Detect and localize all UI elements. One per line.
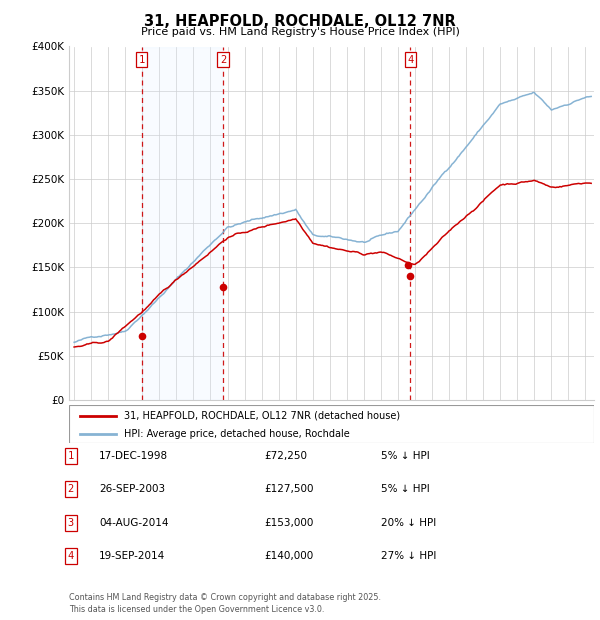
Text: 4: 4: [407, 55, 413, 64]
Text: 31, HEAPFOLD, ROCHDALE, OL12 7NR: 31, HEAPFOLD, ROCHDALE, OL12 7NR: [144, 14, 456, 29]
Text: 27% ↓ HPI: 27% ↓ HPI: [381, 551, 436, 561]
Text: HPI: Average price, detached house, Rochdale: HPI: Average price, detached house, Roch…: [124, 428, 350, 439]
Text: 20% ↓ HPI: 20% ↓ HPI: [381, 518, 436, 528]
Text: 04-AUG-2014: 04-AUG-2014: [99, 518, 169, 528]
Text: 2: 2: [68, 484, 74, 494]
Text: 5% ↓ HPI: 5% ↓ HPI: [381, 484, 430, 494]
Bar: [142, 46, 223, 400]
Text: £140,000: £140,000: [264, 551, 313, 561]
Text: 1: 1: [139, 55, 145, 64]
Text: £153,000: £153,000: [264, 518, 313, 528]
Text: 26-SEP-2003: 26-SEP-2003: [99, 484, 165, 494]
Text: 5% ↓ HPI: 5% ↓ HPI: [381, 451, 430, 461]
Text: 19-SEP-2014: 19-SEP-2014: [99, 551, 165, 561]
Text: £72,250: £72,250: [264, 451, 307, 461]
Text: 1: 1: [68, 451, 74, 461]
Text: 4: 4: [68, 551, 74, 561]
Text: 17-DEC-1998: 17-DEC-1998: [99, 451, 168, 461]
Text: Price paid vs. HM Land Registry's House Price Index (HPI): Price paid vs. HM Land Registry's House …: [140, 27, 460, 37]
Text: £127,500: £127,500: [264, 484, 314, 494]
Text: 2: 2: [220, 55, 226, 64]
Text: 31, HEAPFOLD, ROCHDALE, OL12 7NR (detached house): 31, HEAPFOLD, ROCHDALE, OL12 7NR (detach…: [124, 410, 400, 420]
Text: Contains HM Land Registry data © Crown copyright and database right 2025.
This d: Contains HM Land Registry data © Crown c…: [69, 593, 381, 614]
Text: 3: 3: [68, 518, 74, 528]
